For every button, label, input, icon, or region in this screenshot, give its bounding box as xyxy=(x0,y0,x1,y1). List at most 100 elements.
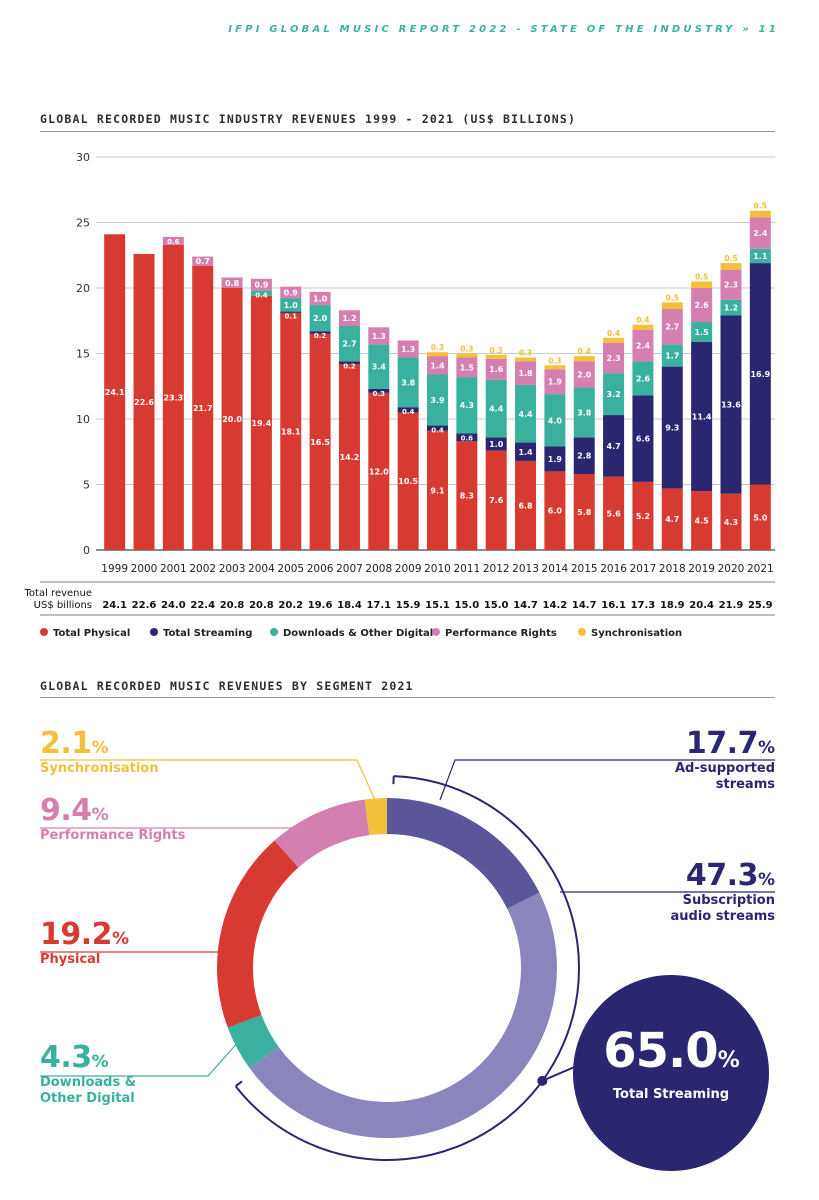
bar-value-label: 3.9 xyxy=(430,396,445,405)
legend-label-physical: Total Physical xyxy=(53,628,130,639)
bar-physical-2011 xyxy=(456,441,478,550)
perf-percent-sign: % xyxy=(91,805,109,825)
legend-swatch-streaming xyxy=(150,628,158,636)
total-revenue-value: 24.1 xyxy=(102,600,127,611)
bar-physical-2021 xyxy=(749,484,771,550)
bar-physical-2014 xyxy=(544,471,566,550)
donut-slice-sync xyxy=(364,798,388,836)
bar-value-label: 0.5 xyxy=(754,202,767,211)
bracket-end-tick xyxy=(235,1080,243,1087)
bar-chart-title: GLOBAL RECORDED MUSIC INDUSTRY REVENUES … xyxy=(40,112,577,126)
bar-downloads-2008 xyxy=(368,344,390,389)
bar-physical-2009 xyxy=(397,412,419,550)
legend-swatch-downloads xyxy=(270,628,278,636)
total-revenue-value: 15.1 xyxy=(425,600,450,611)
legend-label-performance: Performance Rights xyxy=(445,628,557,639)
dl-label-line2: Other Digital xyxy=(40,1091,135,1106)
total-revenue-value: 20.2 xyxy=(278,600,303,611)
bar-value-label: 3.2 xyxy=(607,390,621,399)
bar-value-label: 1.3 xyxy=(401,345,415,354)
bar-value-label: 23.3 xyxy=(163,393,183,402)
bar-value-label: 0.2 xyxy=(314,332,327,340)
donut-chart-title: GLOBAL RECORDED MUSIC REVENUES BY SEGMEN… xyxy=(40,679,414,693)
total-revenue-value: 22.4 xyxy=(190,600,215,611)
bar-performance-2004 xyxy=(250,278,272,291)
sync-percent-sign: % xyxy=(91,738,109,758)
perf-percent-value: 9.4 xyxy=(40,793,92,828)
y-tick-label: 10 xyxy=(76,413,90,426)
bar-value-label: 9.3 xyxy=(665,424,679,433)
bar-streaming-2020 xyxy=(720,315,742,494)
bar-downloads-2011 xyxy=(456,377,478,434)
bar-sync-2016 xyxy=(603,337,625,344)
bar-value-label: 0.3 xyxy=(373,390,386,398)
bar-downloads-2013 xyxy=(515,384,537,443)
bar-sync-2017 xyxy=(632,324,654,330)
bar-downloads-2010 xyxy=(427,374,448,426)
total-revenue-value: 16.1 xyxy=(601,600,626,611)
bar-value-label: 0.4 xyxy=(431,427,444,435)
bar-streaming-2007 xyxy=(338,361,360,364)
bar-value-label: 4.5 xyxy=(695,517,710,526)
bar-value-label: 1.1 xyxy=(753,252,768,261)
x-tick-label: 2009 xyxy=(395,563,422,575)
bar-value-label: 16.5 xyxy=(310,438,330,447)
bar-value-label: 4.3 xyxy=(724,518,738,527)
bar-value-label: 0.4 xyxy=(607,329,620,338)
bar-value-label: 0.8 xyxy=(225,279,240,288)
bar-value-label: 0.3 xyxy=(519,348,532,357)
bar-streaming-2014 xyxy=(544,446,566,472)
bar-downloads-2018 xyxy=(661,344,683,367)
bar-sync-2018 xyxy=(661,302,683,309)
bar-value-label: 1.5 xyxy=(460,363,475,372)
bar-value-label: 1.3 xyxy=(372,332,386,341)
bar-value-label: 0.5 xyxy=(724,254,737,263)
dl-percent-value: 4.3 xyxy=(40,1040,92,1075)
sync-percent-value: 2.1 xyxy=(40,726,92,761)
bar-performance-2001 xyxy=(162,236,184,245)
bar-value-label: 0.6 xyxy=(461,434,474,442)
bar-performance-2008 xyxy=(368,327,390,345)
bar-value-label: 1.4 xyxy=(518,448,533,457)
bar-physical-2008 xyxy=(368,392,390,550)
total-revenue-value: 25.9 xyxy=(748,600,773,611)
sub-percent-block: 47.3% Subscription audio streams xyxy=(671,858,775,925)
bar-performance-2007 xyxy=(338,310,360,326)
bar-streaming-2008 xyxy=(368,388,390,393)
total-streaming-badge: 65.0% Total Streaming xyxy=(573,975,769,1171)
bar-value-label: 2.7 xyxy=(342,340,356,349)
bar-value-label: 0.4 xyxy=(402,408,415,416)
bar-streaming-2017 xyxy=(632,395,654,482)
bar-performance-2011 xyxy=(456,357,478,378)
x-tick-label: 2008 xyxy=(365,563,392,575)
bar-streaming-2018 xyxy=(661,366,683,489)
bar-physical-2015 xyxy=(573,474,595,550)
total-streaming-value: 65.0 xyxy=(603,1023,718,1079)
bar-downloads-2019 xyxy=(691,322,713,342)
bar-value-label: 13.6 xyxy=(721,401,741,410)
bar-value-label: 5.6 xyxy=(607,509,622,518)
bar-downloads-2006 xyxy=(309,305,331,332)
legend-label-sync: Synchronisation xyxy=(591,628,682,639)
bar-value-label: 0.5 xyxy=(666,293,679,302)
bar-performance-2002 xyxy=(192,256,214,266)
x-tick-label: 2003 xyxy=(219,563,246,575)
x-tick-label: 2020 xyxy=(718,563,745,575)
bar-sync-2011 xyxy=(456,353,478,358)
bar-value-label: 16.9 xyxy=(750,370,770,379)
x-tick-label: 2015 xyxy=(571,563,598,575)
x-tick-label: 2002 xyxy=(189,563,216,575)
bar-value-label: 11.4 xyxy=(692,412,712,421)
bar-value-label: 4.0 xyxy=(548,416,563,425)
legend-swatch-sync xyxy=(578,628,586,636)
x-tick-label: 2021 xyxy=(747,563,774,575)
bar-value-label: 0.1 xyxy=(285,313,298,321)
bar-value-label: 2.0 xyxy=(577,370,592,379)
bar-downloads-2004 xyxy=(250,290,272,296)
sync-label: Synchronisation xyxy=(40,761,159,776)
bar-value-label: 9.1 xyxy=(430,486,445,495)
x-tick-label: 2019 xyxy=(688,563,715,575)
phys-percent-value: 19.2 xyxy=(40,917,113,952)
bar-sync-2021 xyxy=(749,210,771,218)
bar-value-label: 1.7 xyxy=(665,351,679,360)
